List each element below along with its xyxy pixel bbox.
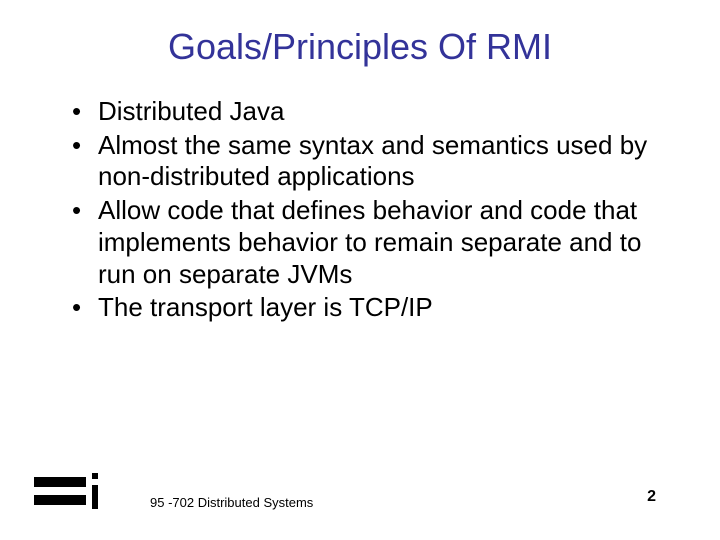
course-label: 95 -702 Distributed Systems — [150, 495, 313, 510]
bullet-list: Distributed Java Almost the same syntax … — [40, 96, 680, 324]
list-item: Almost the same syntax and semantics use… — [72, 130, 680, 193]
list-item: Distributed Java — [72, 96, 680, 128]
slide: Goals/Principles Of RMI Distributed Java… — [0, 0, 720, 540]
footer: 95 -702 Distributed Systems 2 — [0, 476, 720, 516]
list-item: Allow code that defines behavior and cod… — [72, 195, 680, 290]
page-number: 2 — [647, 488, 656, 506]
list-item: The transport layer is TCP/IP — [72, 292, 680, 324]
slide-title: Goals/Principles Of RMI — [40, 26, 680, 68]
logo-icon — [34, 473, 106, 514]
